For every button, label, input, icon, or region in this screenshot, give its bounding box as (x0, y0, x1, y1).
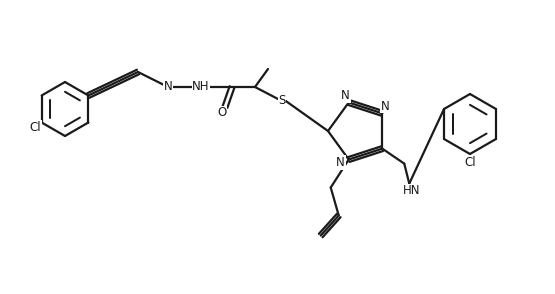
Text: O: O (218, 106, 226, 119)
Text: N: N (164, 79, 173, 93)
Text: N: N (381, 100, 390, 113)
Text: S: S (278, 94, 286, 108)
Text: Cl: Cl (30, 121, 42, 134)
Text: NH: NH (192, 79, 210, 93)
Text: Cl: Cl (464, 156, 476, 168)
Text: HN: HN (402, 184, 420, 197)
Text: N: N (336, 156, 345, 169)
Text: N: N (341, 89, 350, 102)
